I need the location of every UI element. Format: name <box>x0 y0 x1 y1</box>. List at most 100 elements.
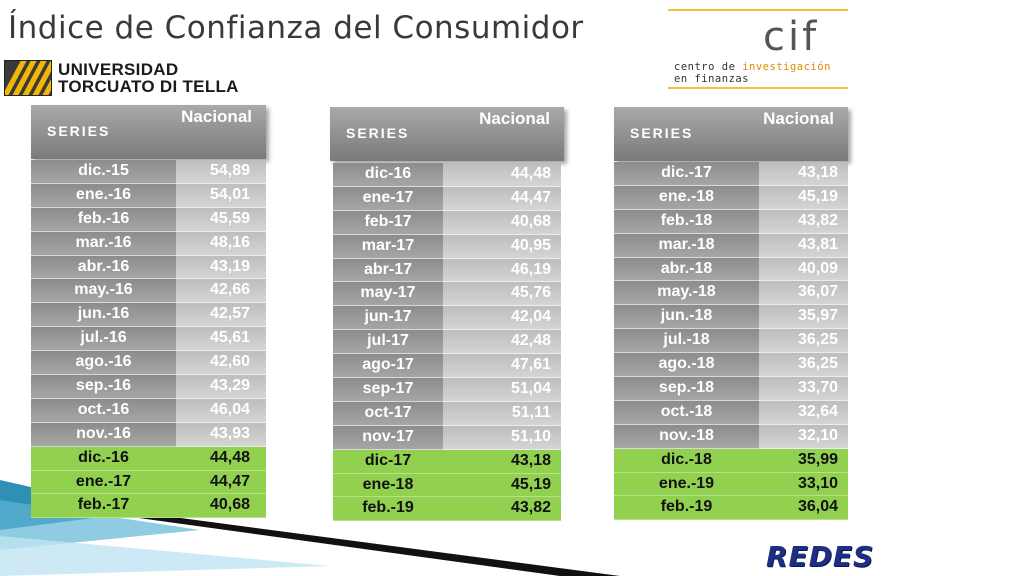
value-cell: 43,93 <box>176 422 266 447</box>
table-row: jul.-18 36,25 <box>614 329 848 354</box>
table-row: abr.-16 43,19 <box>31 255 266 280</box>
value-cell: 51,11 <box>443 401 561 426</box>
period-cell: dic.-18 <box>614 448 759 473</box>
cif-logo-subtitle: centro de investigación <box>674 61 831 73</box>
period-cell: jun.-18 <box>614 305 759 330</box>
period-cell: jun.-16 <box>31 303 176 328</box>
period-cell: feb.-19 <box>333 497 443 522</box>
value-cell: 54,01 <box>176 183 266 208</box>
period-cell: abr-17 <box>333 258 443 283</box>
period-cell: jun-17 <box>333 306 443 331</box>
table-body: dic.-15 54,89 ene.-16 54,01 feb.-16 45,59 mar.… <box>31 160 266 519</box>
table-header: SERIES Nacional <box>330 107 564 161</box>
table-row: oct-17 51,11 <box>333 401 561 426</box>
period-cell: oct.-16 <box>31 398 176 423</box>
table-row: dic.-16 44,48 <box>31 446 266 471</box>
period-cell: jul-17 <box>333 330 443 355</box>
value-cell: 42,48 <box>443 330 561 355</box>
value-cell: 46,19 <box>443 258 561 283</box>
period-cell: dic-17 <box>333 449 443 474</box>
page-title: Índice de Confianza del Consumidor <box>8 10 584 46</box>
table-body: dic.-17 43,18 ene.-18 45,19 feb.-18 43,82 mar.… <box>614 162 848 521</box>
cif-subtitle-prefix: centro de <box>674 61 743 73</box>
period-cell: sep.-16 <box>31 375 176 399</box>
period-cell: feb.-16 <box>31 207 176 232</box>
cif-subtitle-highlight: investigación <box>742 61 831 73</box>
table-row: nov.-16 43,93 <box>31 422 266 447</box>
value-cell: 48,16 <box>176 231 266 256</box>
table-row: dic.-17 43,18 <box>614 162 848 186</box>
value-cell: 45,61 <box>176 327 266 352</box>
period-cell: ene-17 <box>333 186 443 211</box>
value-cell: 32,10 <box>759 424 848 449</box>
period-cell: dic.-15 <box>31 160 176 184</box>
value-cell: 36,07 <box>759 281 848 306</box>
table-row: ene.-16 54,01 <box>31 183 266 208</box>
table-row: jun.-16 42,57 <box>31 303 266 328</box>
table-row: oct.-18 32,64 <box>614 400 848 425</box>
value-cell: 40,68 <box>176 494 266 519</box>
period-cell: oct.-18 <box>614 400 759 425</box>
table-row: nov-17 51,10 <box>333 425 561 450</box>
utdt-logo: UNIVERSIDAD TORCUATO DI TELLA <box>4 60 266 96</box>
period-cell: sep-17 <box>333 378 443 402</box>
table-row: jun.-18 35,97 <box>614 305 848 330</box>
period-cell: dic.-16 <box>31 446 176 471</box>
value-cell: 40,68 <box>443 210 561 235</box>
table-row: abr.-18 40,09 <box>614 257 848 282</box>
cif-logo: cif centro de investigación en finanzas <box>668 9 848 89</box>
value-cell: 43,18 <box>759 162 848 186</box>
table-row: abr-17 46,19 <box>333 258 561 283</box>
table-row: mar.-18 43,81 <box>614 233 848 258</box>
table-row: feb.-16 45,59 <box>31 207 266 232</box>
series-header: SERIES <box>630 125 694 141</box>
table-row: dic-16 44,48 <box>333 163 561 187</box>
table-row: ene.-19 33,10 <box>614 472 848 497</box>
utdt-logo-line1: UNIVERSIDAD <box>58 60 179 79</box>
table-row: mar.-16 48,16 <box>31 231 266 256</box>
period-cell: abr.-16 <box>31 255 176 280</box>
period-cell: sep.-18 <box>614 377 759 401</box>
table-row: ene-17 44,47 <box>333 186 561 211</box>
period-cell: ago.-18 <box>614 353 759 378</box>
period-cell: ene.-17 <box>31 470 176 495</box>
period-cell: mar.-16 <box>31 231 176 256</box>
period-cell: ene.-16 <box>31 183 176 208</box>
value-cell: 44,48 <box>176 446 266 471</box>
value-cell: 36,04 <box>759 496 848 521</box>
nacional-header: Nacional <box>479 109 550 128</box>
table-row: ago-17 47,61 <box>333 354 561 379</box>
value-cell: 40,09 <box>759 257 848 282</box>
table-row: jul.-16 45,61 <box>31 327 266 352</box>
value-cell: 43,82 <box>443 497 561 522</box>
period-cell: dic-16 <box>333 163 443 187</box>
table-row: ene-18 45,19 <box>333 473 561 498</box>
table-row: oct.-16 46,04 <box>31 398 266 423</box>
period-cell: ago.-16 <box>31 351 176 376</box>
value-cell: 36,25 <box>759 329 848 354</box>
table-row: dic.-18 35,99 <box>614 448 848 473</box>
table-row: nov.-18 32,10 <box>614 424 848 449</box>
utdt-logo-line2: TORCUATO DI TELLA <box>58 77 239 96</box>
value-cell: 43,29 <box>176 375 266 399</box>
period-cell: abr.-18 <box>614 257 759 282</box>
period-cell: ene.-18 <box>614 185 759 210</box>
value-cell: 46,04 <box>176 398 266 423</box>
value-cell: 45,19 <box>759 185 848 210</box>
period-cell: ene-18 <box>333 473 443 498</box>
period-cell: may.-18 <box>614 281 759 306</box>
value-cell: 42,60 <box>176 351 266 376</box>
table-row: sep.-16 43,29 <box>31 375 266 399</box>
period-cell: may-17 <box>333 282 443 307</box>
table-row: feb.-18 43,82 <box>614 209 848 234</box>
period-cell: feb.-17 <box>31 494 176 519</box>
table-row: ene.-17 44,47 <box>31 470 266 495</box>
table-row: may.-16 42,66 <box>31 279 266 304</box>
table-row: dic.-15 54,89 <box>31 160 266 184</box>
period-cell: nov.-16 <box>31 422 176 447</box>
nacional-header: Nacional <box>181 107 252 126</box>
table-row: jul-17 42,48 <box>333 330 561 355</box>
series-header: SERIES <box>346 125 410 141</box>
table-body: dic-16 44,48 ene-17 44,47 feb-17 40,68 mar-17 4… <box>333 163 561 522</box>
cif-logo-subtitle-line2: en finanzas <box>674 73 750 85</box>
